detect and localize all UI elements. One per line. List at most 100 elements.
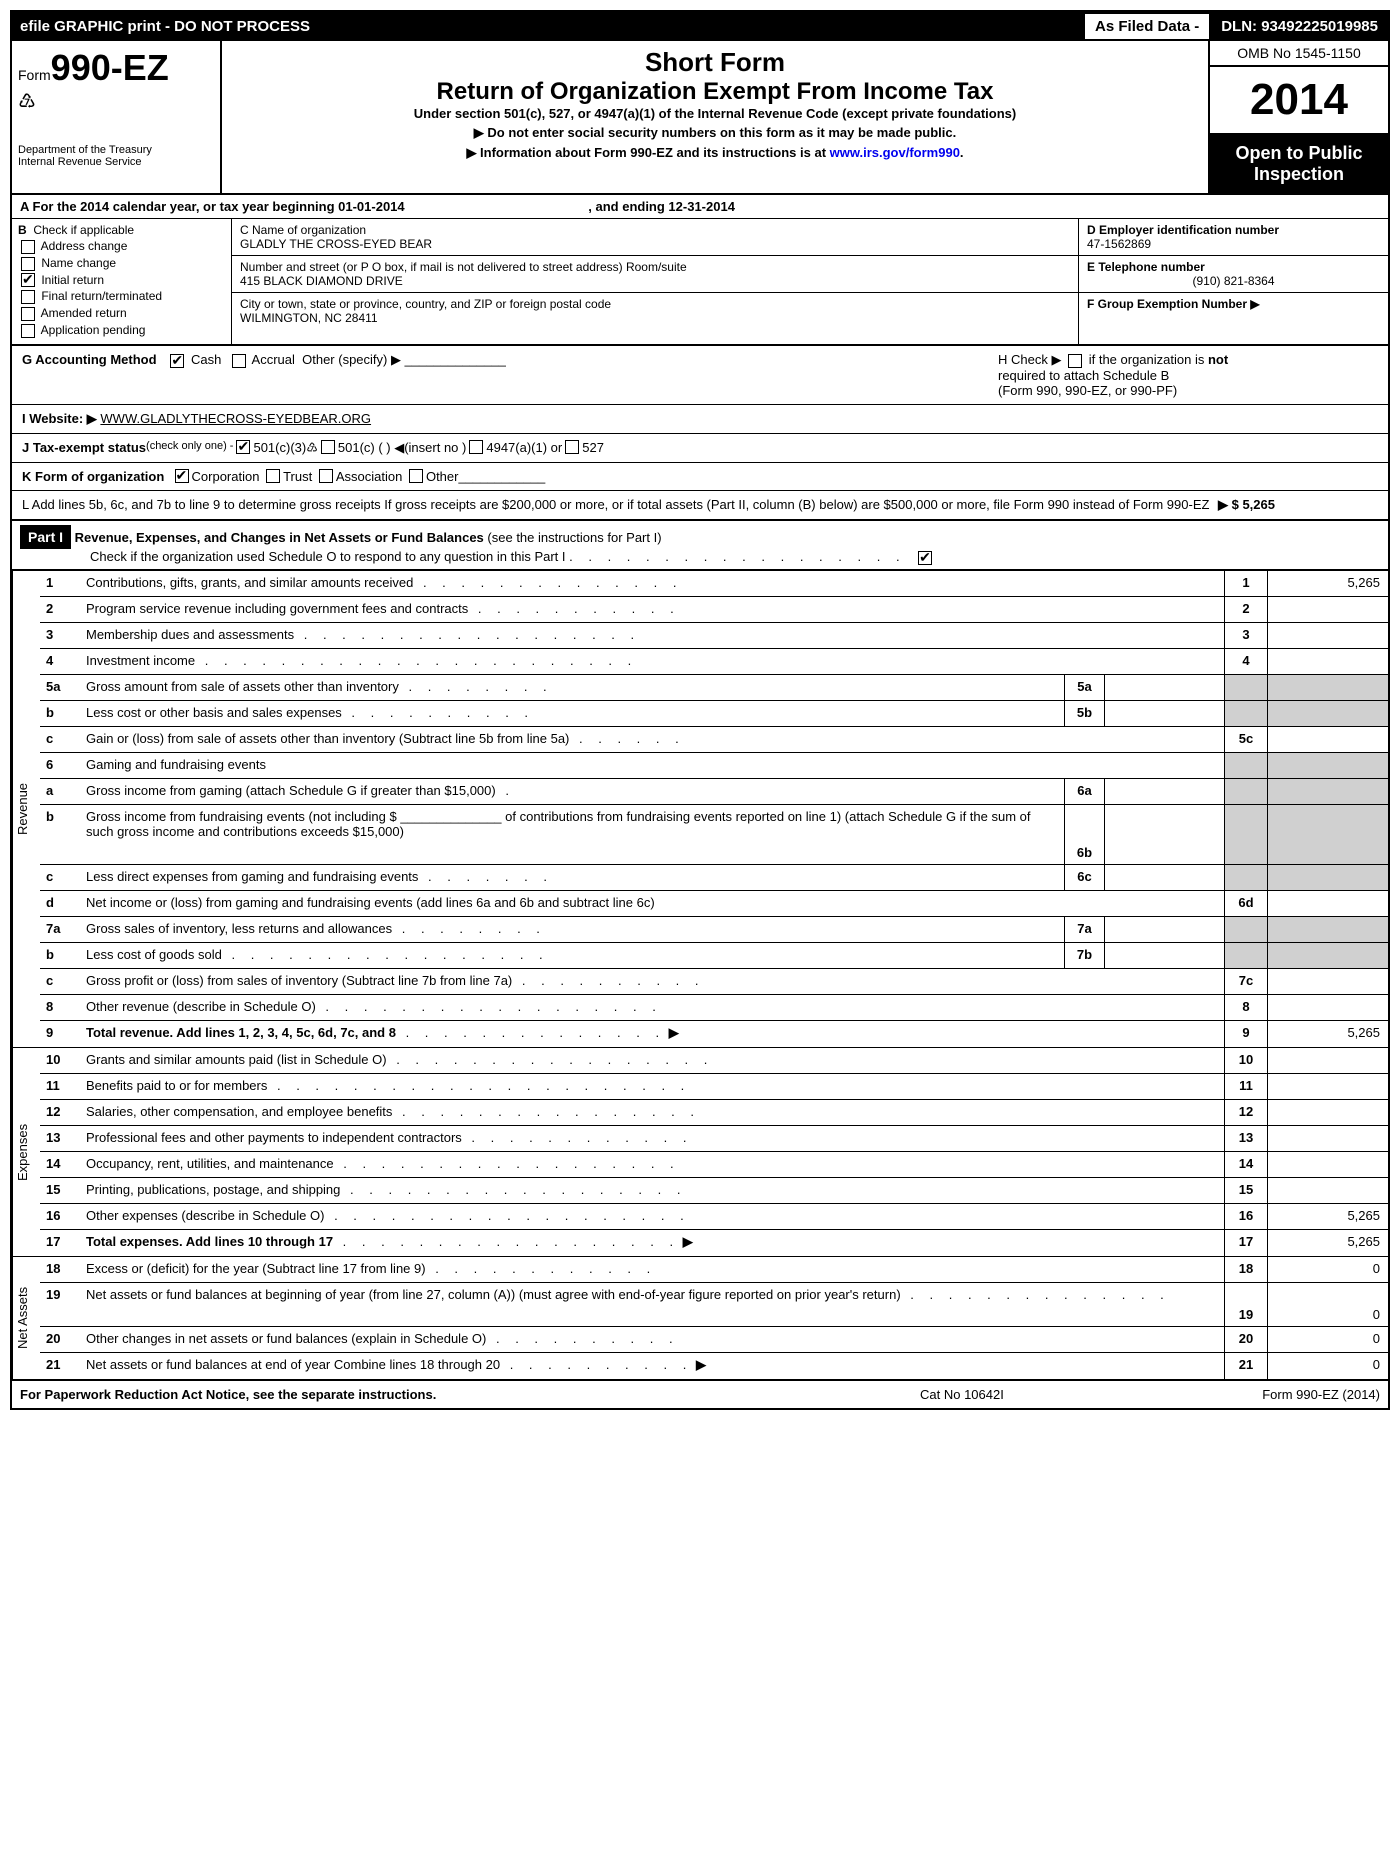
line-21: 21Net assets or fund balances at end of … [40, 1353, 1388, 1379]
line-2: 2Program service revenue including gover… [40, 597, 1388, 623]
value-street: 415 BLACK DIAMOND DRIVE [240, 274, 1070, 288]
page-footer: For Paperwork Reduction Act Notice, see … [12, 1381, 1388, 1408]
cb-amended-return[interactable] [21, 307, 35, 321]
col-b-checkboxes: B Check if applicable Address change Nam… [12, 219, 232, 344]
line-7a: 7aGross sales of inventory, less returns… [40, 917, 1388, 943]
cb-application-pending[interactable] [21, 324, 35, 338]
col-def: D Employer identification number 47-1562… [1078, 219, 1388, 344]
line-12: 12Salaries, other compensation, and empl… [40, 1100, 1388, 1126]
short-form-label: Short Form [236, 47, 1194, 78]
header-left: Form990-EZ ♹ Department of the Treasury … [12, 41, 222, 193]
bcdef-block: B Check if applicable Address change Nam… [12, 219, 1388, 346]
line-8: 8Other revenue (describe in Schedule O) … [40, 995, 1388, 1021]
label-street: Number and street (or P O box, if mail i… [240, 260, 1070, 274]
value-phone: (910) 821-8364 [1087, 274, 1380, 288]
line-18: 18Excess or (deficit) for the year (Subt… [40, 1257, 1388, 1283]
cb-name-change[interactable] [21, 257, 35, 271]
section-net-assets: Net Assets 18Excess or (deficit) for the… [12, 1256, 1388, 1381]
value-ein: 47-1562869 [1087, 237, 1380, 251]
header-mid: Short Form Return of Organization Exempt… [222, 41, 1208, 193]
cb-schedule-b[interactable] [1068, 354, 1082, 368]
subtitle: Under section 501(c), 527, or 4947(a)(1)… [236, 106, 1194, 121]
line-5b: bLess cost or other basis and sales expe… [40, 701, 1388, 727]
dept-irs: Internal Revenue Service [18, 156, 214, 168]
cb-527[interactable] [565, 440, 579, 454]
cb-corporation[interactable] [175, 469, 189, 483]
cb-final-return[interactable] [21, 290, 35, 304]
line-9: 9Total revenue. Add lines 1, 2, 3, 4, 5c… [40, 1021, 1388, 1047]
row-k-form-org: K Form of organization Corporation Trust… [12, 463, 1388, 491]
topbar: efile GRAPHIC print - DO NOT PROCESS As … [12, 12, 1388, 41]
help-icon[interactable]: ♹ [306, 440, 318, 456]
line-13: 13Professional fees and other payments t… [40, 1126, 1388, 1152]
cb-501c3[interactable] [236, 440, 250, 454]
part1-tag: Part I [20, 525, 71, 549]
value-org-name: GLADLY THE CROSS-EYED BEAR [240, 237, 1070, 251]
cb-accrual[interactable] [232, 354, 246, 368]
footer-form-no: Form 990-EZ (2014) [1180, 1387, 1380, 1402]
cb-initial-return[interactable] [21, 273, 35, 287]
row-i-website: I Website: ▶ WWW.GLADLYTHECROSS-EYEDBEAR… [12, 405, 1388, 434]
cb-address-change[interactable] [21, 240, 35, 254]
website-value: WWW.GLADLYTHECROSS-EYEDBEAR.ORG [100, 411, 371, 427]
footer-cat-no: Cat No 10642I [920, 1387, 1180, 1402]
label-phone: E Telephone number [1087, 260, 1205, 274]
line-14: 14Occupancy, rent, utilities, and mainte… [40, 1152, 1388, 1178]
section-revenue: Revenue 1Contributions, gifts, grants, a… [12, 570, 1388, 1047]
line-17: 17Total expenses. Add lines 10 through 1… [40, 1230, 1388, 1256]
section-expenses: Expenses 10Grants and similar amounts pa… [12, 1047, 1388, 1256]
form-page: efile GRAPHIC print - DO NOT PROCESS As … [10, 10, 1390, 1410]
topbar-dln: DLN: 93492225019985 [1211, 14, 1388, 39]
line-1: 1Contributions, gifts, grants, and simil… [40, 571, 1388, 597]
label-org-name: C Name of organization [240, 223, 1070, 237]
col-c-org-info: C Name of organization GLADLY THE CROSS-… [232, 219, 1078, 344]
line-4: 4Investment income . . . . . . . . . . .… [40, 649, 1388, 675]
recycle-icon: ♹ [18, 89, 214, 114]
cb-cash[interactable] [170, 354, 184, 368]
cb-4947[interactable] [469, 440, 483, 454]
form-number: 990-EZ [51, 47, 169, 88]
row-h-schedule-b: H Check ▶ if the organization is not req… [998, 352, 1378, 398]
line-10: 10Grants and similar amounts paid (list … [40, 1048, 1388, 1074]
open-public: Open to Public Inspection [1210, 135, 1388, 193]
side-label-net-assets: Net Assets [12, 1257, 40, 1379]
side-label-expenses: Expenses [12, 1048, 40, 1256]
irs-link[interactable]: www.irs.gov/form990 [830, 145, 960, 160]
row-j-tax-status: J Tax-exempt status(check only one) - 50… [12, 434, 1388, 463]
label-ein: D Employer identification number [1087, 223, 1279, 237]
line-5c: cGain or (loss) from sale of assets othe… [40, 727, 1388, 753]
part1-header: Part I Revenue, Expenses, and Changes in… [12, 521, 1388, 570]
gross-receipts-value: ▶ $ 5,265 [1218, 497, 1378, 513]
title-main: Return of Organization Exempt From Incom… [236, 78, 1194, 106]
note-ssn: ▶ Do not enter social security numbers o… [236, 125, 1194, 141]
cb-schedule-o-part1[interactable] [918, 551, 932, 565]
value-city: WILMINGTON, NC 28411 [240, 311, 1070, 325]
line-6c: cLess direct expenses from gaming and fu… [40, 865, 1388, 891]
tax-year: 2014 [1210, 67, 1388, 135]
line-6: 6Gaming and fundraising events [40, 753, 1388, 779]
line-19: 19Net assets or fund balances at beginni… [40, 1283, 1388, 1327]
line-16: 16Other expenses (describe in Schedule O… [40, 1204, 1388, 1230]
cb-trust[interactable] [266, 469, 280, 483]
row-l-gross-receipts: L Add lines 5b, 6c, and 7b to line 9 to … [12, 491, 1388, 521]
line-5a: 5aGross amount from sale of assets other… [40, 675, 1388, 701]
line-11: 11Benefits paid to or for members . . . … [40, 1074, 1388, 1100]
header-right: OMB No 1545-1150 2014 Open to Public Ins… [1208, 41, 1388, 193]
dept-treasury: Department of the Treasury [18, 144, 214, 156]
line-6b: bGross income from fundraising events (n… [40, 805, 1388, 865]
label-group-exemption: F Group Exemption Number ▶ [1087, 297, 1260, 311]
topbar-left: efile GRAPHIC print - DO NOT PROCESS [12, 14, 1083, 39]
line-7b: bLess cost of goods sold . . . . . . . .… [40, 943, 1388, 969]
line-7c: cGross profit or (loss) from sales of in… [40, 969, 1388, 995]
line-20: 20Other changes in net assets or fund ba… [40, 1327, 1388, 1353]
header: Form990-EZ ♹ Department of the Treasury … [12, 41, 1388, 195]
cb-other-org[interactable] [409, 469, 423, 483]
line-3: 3Membership dues and assessments . . . .… [40, 623, 1388, 649]
omb-number: OMB No 1545-1150 [1210, 41, 1388, 67]
row-g-accounting: G Accounting Method Cash Accrual Other (… [12, 346, 1388, 405]
cb-501c[interactable] [321, 440, 335, 454]
cb-association[interactable] [319, 469, 333, 483]
line-6a: aGross income from gaming (attach Schedu… [40, 779, 1388, 805]
row-a-tax-year: A For the 2014 calendar year, or tax yea… [12, 195, 1388, 219]
label-city: City or town, state or province, country… [240, 297, 1070, 311]
